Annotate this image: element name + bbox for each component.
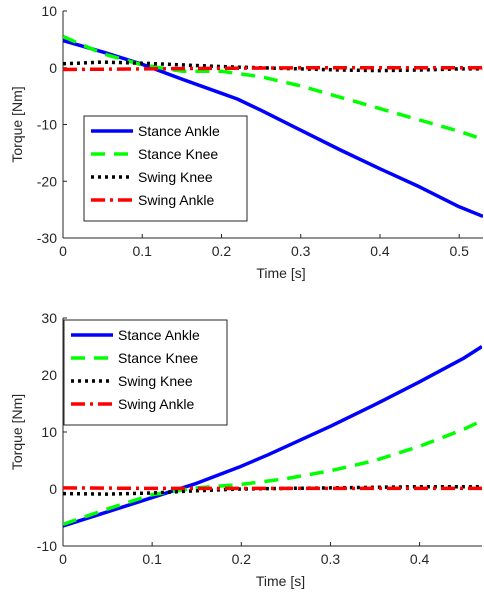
x-axis-label: Time [s] [256,573,305,589]
x-tick-label: 0.2 [232,551,252,567]
y-tick-label: 30 [41,310,57,326]
y-tick-label: 10 [41,424,57,440]
legend-label: Stance Ankle [138,123,220,139]
y-axis-label: Torque [Nm] [9,394,25,470]
legend-label: Swing Ankle [138,192,214,208]
x-tick-label: 0.2 [212,243,232,259]
y-tick-label: 10 [41,3,57,19]
y-tick-label: -20 [37,173,57,189]
x-tick-label: 0.5 [449,243,469,259]
x-tick-label: 0 [59,243,67,259]
y-tick-label: -30 [37,230,57,246]
legend-label: Swing Knee [138,169,213,185]
legend-label: Swing Ankle [118,396,194,412]
y-tick-label: -10 [37,117,57,133]
y-axis-label: Torque [Nm] [9,86,25,162]
legend-label: Stance Ankle [118,327,200,343]
y-tick-label: 0 [49,481,57,497]
x-tick-label: 0.3 [291,243,311,259]
series-line-stance-knee [63,419,482,526]
x-tick-label: 0 [59,551,67,567]
x-tick-label: 0.3 [321,551,341,567]
x-tick-label: 0.1 [142,551,162,567]
legend-label: Stance Knee [118,350,198,366]
y-tick-label: -10 [37,538,57,554]
legend-label: Stance Knee [138,146,218,162]
x-axis-label: Time [s] [256,265,305,281]
legend-box [63,319,228,426]
x-tick-label: 0.1 [133,243,153,259]
y-tick-label: 20 [41,367,57,383]
series-line-swing-ankle [63,486,482,491]
legend-box [83,115,248,222]
chart-1: 0 0.1 0.2 0.3 0.4 0.5 -30 -20 -10 0 10 Time [s] Torq… [9,3,483,281]
x-tick-label: 0.4 [370,243,390,259]
series-line-swing-ankle [63,66,483,72]
series-line-stance-ankle [63,345,482,528]
x-tick-label: 0.4 [410,551,430,567]
legend-label: Swing Knee [118,373,193,389]
y-tick-label: 0 [49,60,57,76]
